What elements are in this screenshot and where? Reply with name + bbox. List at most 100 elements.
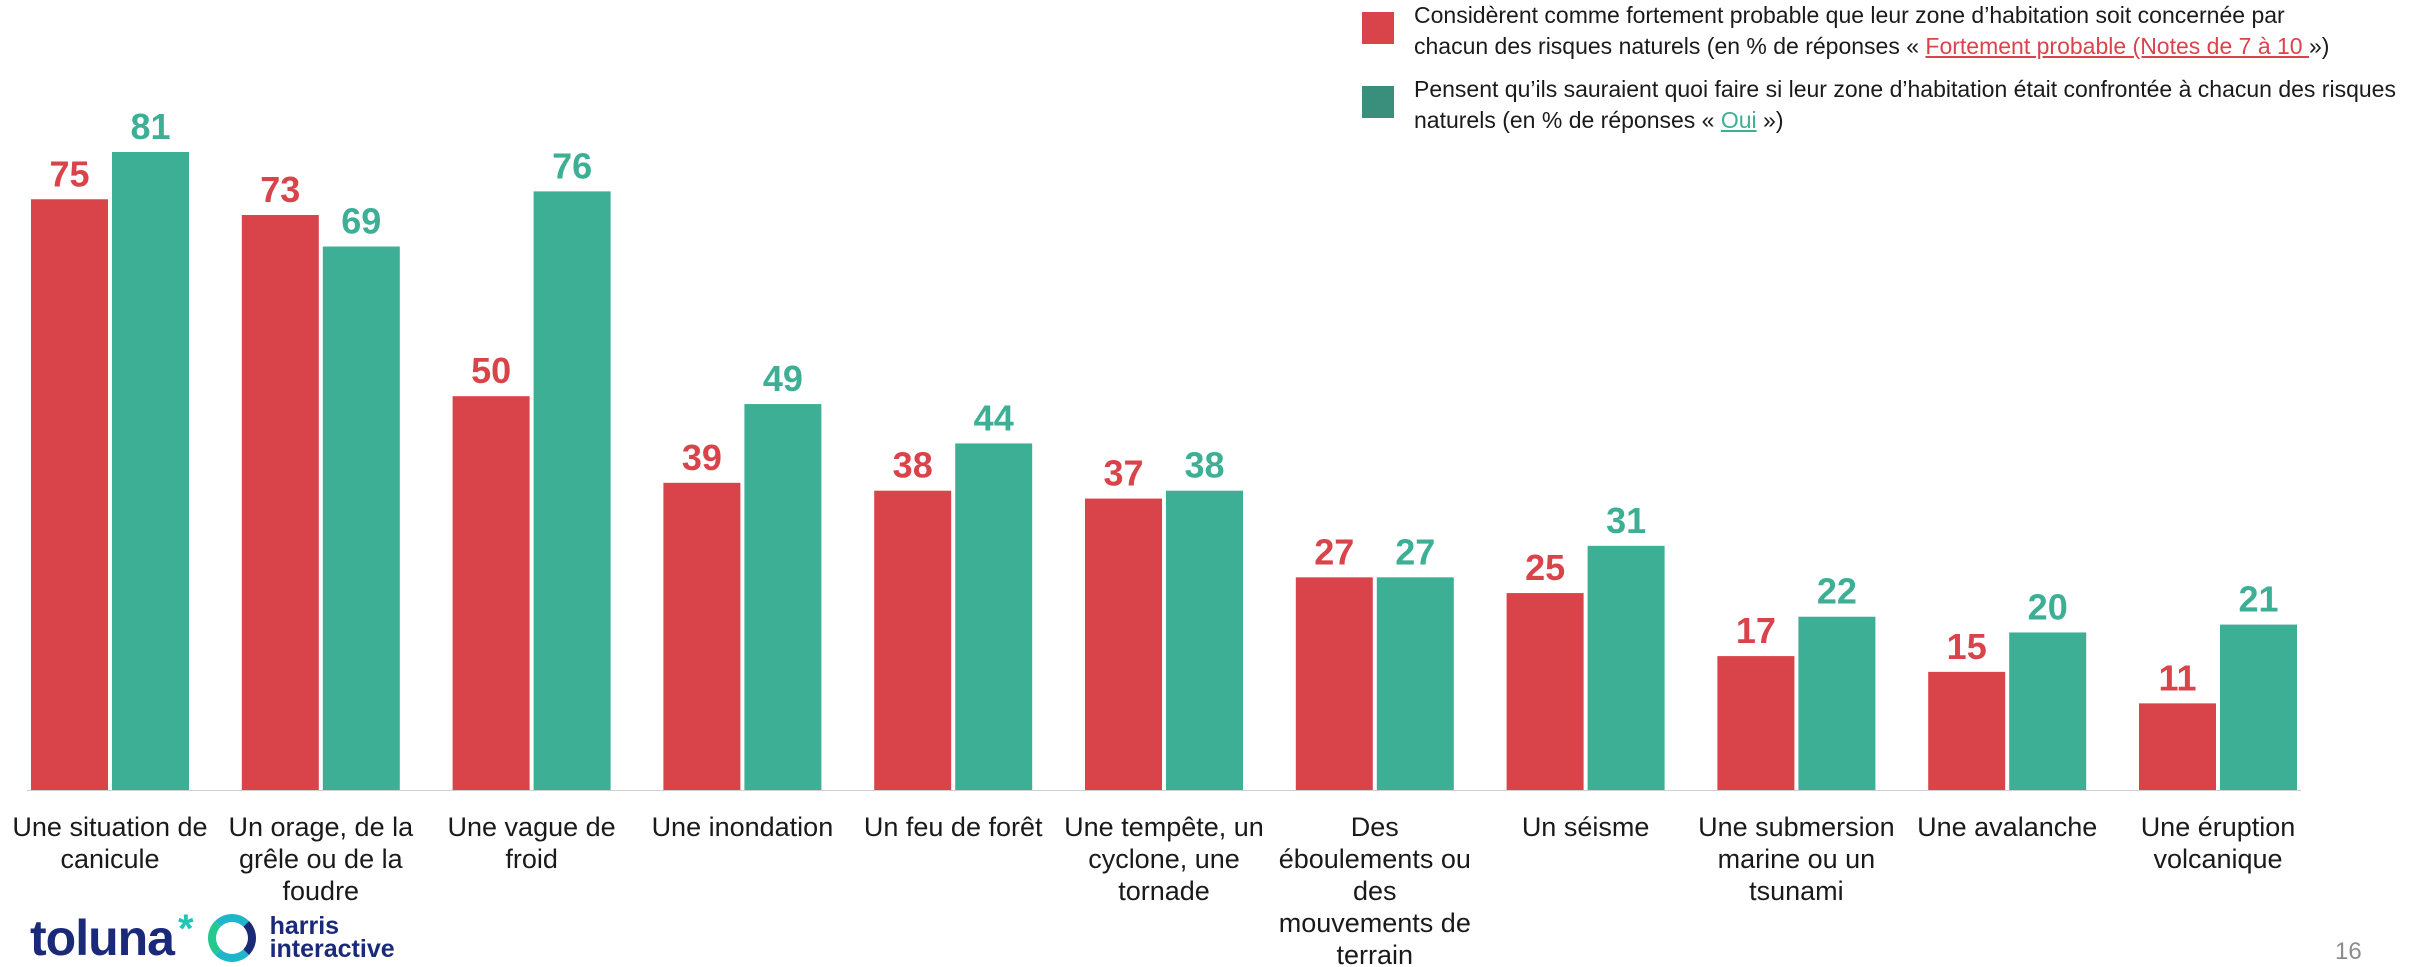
bar-oui-8: [1798, 616, 1876, 790]
bar-oui-1: [322, 246, 400, 790]
toluna-logo: toluna: [30, 910, 175, 966]
legend-item-probable-post: »): [2308, 33, 2330, 59]
data-label-oui-4: 44: [974, 397, 1014, 438]
legend-item-oui-post: »): [1756, 107, 1784, 133]
data-label-oui-5: 38: [1184, 445, 1224, 486]
data-label-oui-7: 31: [1606, 500, 1646, 541]
category-label-0: Une situation de canicule: [12, 812, 207, 874]
bar-oui-6: [1376, 577, 1454, 790]
bar-probable-1: [241, 215, 319, 791]
legend-swatch-red: [1362, 12, 1394, 44]
bar-oui-2: [533, 191, 611, 791]
legend-item-probable-pre: chacun des risques naturels (en % de rép…: [1414, 33, 1926, 59]
data-label-oui-0: 81: [130, 106, 170, 147]
category-label-line: Un orage, de la: [228, 812, 414, 842]
bar-probable-7: [1506, 593, 1584, 790]
bar-probable-8: [1717, 656, 1795, 790]
legend-item-probable-line2: chacun des risques naturels (en % de rép…: [1414, 31, 2432, 62]
legend-item-oui-line2: naturels (en % de réponses « Oui »): [1414, 105, 2432, 136]
category-label-line: Une éruption: [2141, 812, 2296, 842]
bar-probable-4: [874, 490, 952, 790]
brand-logos: toluna * harris interactive: [30, 906, 395, 967]
data-label-oui-8: 22: [1817, 571, 1857, 612]
data-label-oui-3: 49: [763, 358, 803, 399]
category-label-line: Une avalanche: [1917, 812, 2097, 842]
harris-logo-line1: harris: [269, 912, 340, 940]
data-label-oui-6: 27: [1395, 531, 1435, 572]
legend-item-oui: Pensent qu’ils sauraient quoi faire si l…: [1362, 74, 2432, 136]
data-label-oui-9: 20: [2028, 586, 2068, 627]
data-label-oui-1: 69: [341, 201, 381, 242]
legend-swatch-green: [1362, 86, 1394, 118]
category-label-line: Un séisme: [1522, 812, 1650, 842]
bar-probable-5: [1085, 498, 1162, 790]
harris-ring-icon: [207, 914, 256, 962]
category-label-line: Une submersion: [1698, 812, 1895, 842]
category-label-line: mouvements de: [1279, 908, 1471, 938]
harris-logo-line2: interactive: [269, 935, 395, 963]
bar-oui-10: [2220, 624, 2297, 790]
data-label-probable-6: 27: [1314, 531, 1354, 572]
bar-oui-9: [2009, 632, 2087, 790]
legend-item-oui-pre: naturels (en % de réponses «: [1414, 107, 1721, 133]
chart-legend: Considèrent comme fortement probable que…: [1362, 0, 2432, 136]
data-label-probable-10: 11: [2158, 657, 2196, 698]
data-label-oui-10: 21: [2238, 579, 2278, 620]
category-label-line: Un feu de forêt: [864, 812, 1043, 842]
category-label-line: tornade: [1118, 876, 1210, 906]
category-label-line: grêle ou de la: [239, 844, 404, 874]
page-number: 16: [2335, 938, 2362, 965]
category-label-line: Une inondation: [652, 812, 834, 842]
data-label-probable-7: 25: [1525, 547, 1565, 588]
category-label-line: canicule: [60, 844, 159, 874]
category-label-7: Un séisme: [1522, 812, 1650, 842]
data-label-probable-3: 39: [682, 437, 722, 478]
category-label-8: Une submersion marine ou un tsunami: [1698, 812, 1895, 906]
category-label-5: Une tempête, un cyclone, une tornade: [1064, 812, 1264, 906]
bar-probable-3: [663, 482, 741, 790]
bar-oui-5: [1166, 490, 1243, 790]
data-label-probable-1: 73: [260, 169, 300, 210]
category-label-line: des: [1353, 876, 1397, 906]
category-label-line: cyclone, une: [1088, 844, 1240, 874]
category-label-line: éboulements ou: [1279, 844, 1471, 874]
category-label-line: Une vague de: [448, 812, 616, 842]
data-label-probable-2: 50: [471, 350, 511, 391]
bar-oui-7: [1587, 545, 1665, 790]
category-label-line: tsunami: [1749, 876, 1844, 906]
bar-oui-3: [744, 404, 822, 790]
harris-interactive-logo: harris interactive: [269, 912, 395, 963]
bar-probable-10: [2139, 703, 2216, 790]
bar-probable-0: [31, 199, 108, 790]
legend-item-probable-line1: Considèrent comme fortement probable que…: [1414, 2, 2285, 28]
legend-item-probable-link[interactable]: Fortement probable (Notes de 7 à 10: [1925, 33, 2309, 59]
bar-probable-6: [1295, 577, 1373, 790]
category-label-line: froid: [505, 844, 558, 874]
category-label-line: Des: [1351, 812, 1399, 842]
data-label-probable-5: 37: [1103, 453, 1143, 494]
category-label-4: Un feu de forêt: [864, 812, 1043, 842]
toluna-star-icon: *: [177, 906, 194, 951]
category-label-10: Une éruption volcanique: [2141, 812, 2296, 874]
data-label-oui-2: 76: [552, 145, 592, 186]
category-label-line: Une tempête, un: [1064, 812, 1264, 842]
data-label-probable-0: 75: [49, 153, 89, 194]
legend-item-probable: Considèrent comme fortement probable que…: [1362, 0, 2432, 62]
category-label-3: Une inondation: [652, 812, 834, 842]
category-label-1: Un orage, de la grêle ou de la foudre: [228, 812, 414, 906]
category-label-2: Une vague de froid: [448, 812, 616, 874]
legend-item-oui-line1: Pensent qu’ils sauraient quoi faire si l…: [1414, 76, 2396, 102]
data-label-probable-8: 17: [1736, 610, 1776, 651]
category-label-line: marine ou un: [1718, 844, 1876, 874]
category-label-line: foudre: [283, 876, 360, 906]
category-label-line: terrain: [1337, 940, 1414, 966]
legend-item-oui-link[interactable]: Oui: [1720, 107, 1757, 133]
bar-probable-9: [1928, 671, 2006, 790]
data-label-probable-9: 15: [1947, 626, 1987, 667]
bar-oui-0: [112, 152, 189, 790]
category-label-6: Des éboulements ou des mouvements de terrain: [1279, 812, 1471, 966]
bar-oui-4: [955, 443, 1033, 790]
category-label-9: Une avalanche: [1917, 812, 2097, 842]
category-label-line: Une situation de: [12, 812, 207, 842]
